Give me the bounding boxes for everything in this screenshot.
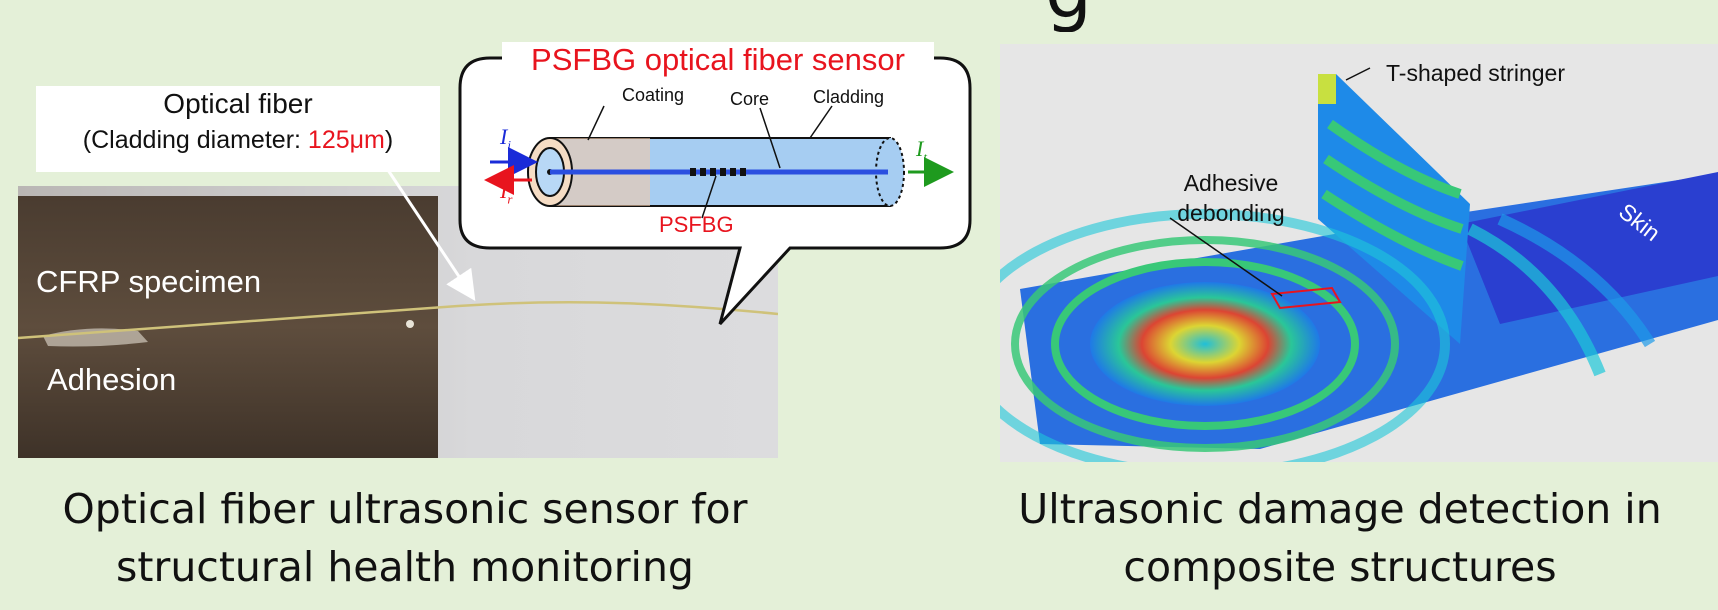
adhesion-spot [43,328,148,347]
specimen-label: CFRP specimen [36,264,262,299]
fiber-callout-title: Optical fiber [163,88,313,119]
left-caption: Optical fiber ultrasonic sensor for stru… [62,485,748,591]
debond-leader [1169,217,1283,297]
title-fragment: g [1045,0,1185,32]
optical-fiber-strand [18,301,778,340]
stringer-label: T-shaped stringer [1386,60,1565,86]
coating-label: Coating [622,85,685,105]
sensor-title: PSFBG optical fiber sensor [502,42,934,78]
sensor-bubble [458,56,972,326]
callout-arrow [382,163,476,301]
cladding-label: Cladding [813,87,885,107]
reflected-intensity-label: Ir [500,178,513,207]
debond-region [1270,286,1342,310]
fiber-callout: Optical fiber (Cladding diameter: 125μm) [36,86,440,172]
wave-field [1090,282,1320,406]
right-caption: Ultrasonic damage detection in composite… [1018,485,1662,591]
cfrp-plate [18,196,438,458]
incident-intensity-label: Ii [500,124,511,153]
simulation-image [1000,44,1718,462]
fiber-callout-subtitle: (Cladding diameter: 125μm) [82,126,394,154]
transmitted-intensity-label: It [916,136,927,165]
debond-label: Adhesive debonding [1177,170,1285,226]
adhesion-label: Adhesion [47,362,177,397]
core-label: Core [730,89,770,109]
psfbg-label: PSFBG [659,212,734,237]
